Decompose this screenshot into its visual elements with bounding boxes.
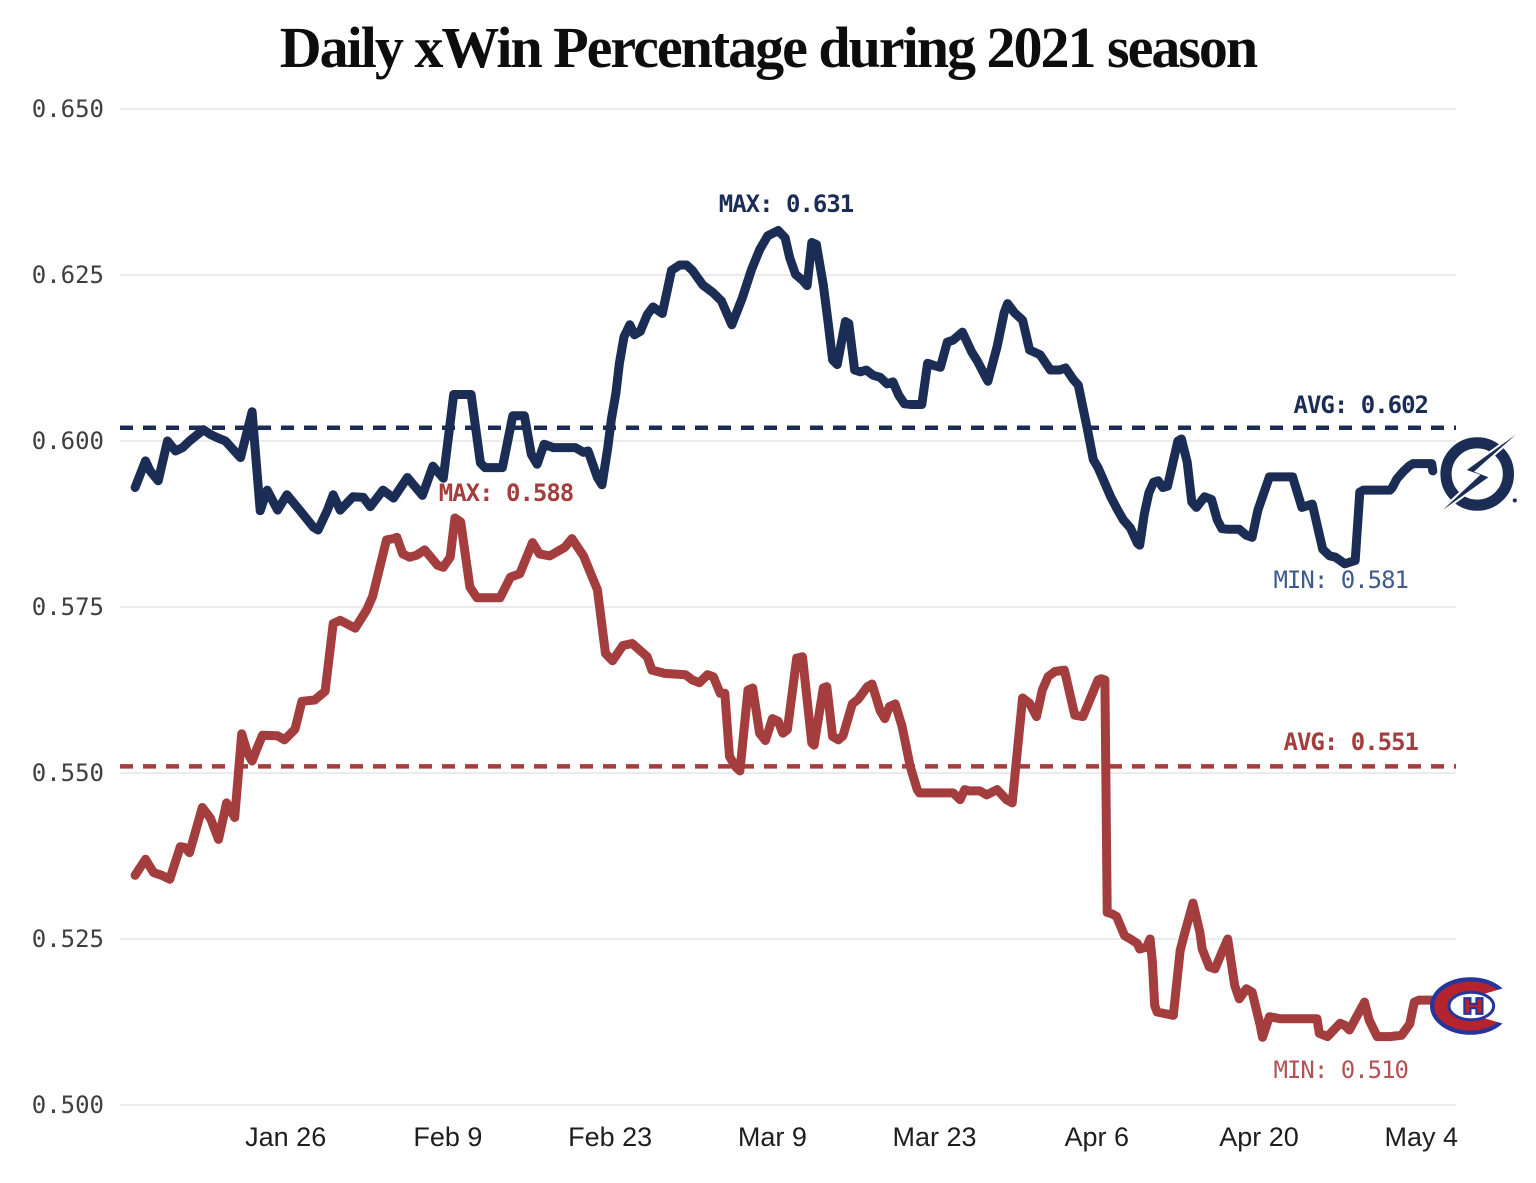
y-tick-label: 0.525 xyxy=(31,925,104,953)
navy-avg-annotation: AVG: 0.602 xyxy=(1293,391,1430,419)
y-tick-label: 0.575 xyxy=(31,593,104,621)
line-chart xyxy=(120,108,1456,1106)
x-tick-label: Feb 9 xyxy=(413,1122,483,1152)
navy-min-annotation: MIN: 0.581 xyxy=(1273,566,1410,594)
red-avg-annotation: AVG: 0.551 xyxy=(1283,728,1420,756)
x-tick-label: Mar 23 xyxy=(892,1122,977,1152)
x-tick-label: Apr 6 xyxy=(1064,1122,1130,1152)
y-tick-label: 0.650 xyxy=(31,95,104,123)
x-tick-label: May 4 xyxy=(1384,1122,1458,1152)
page-title: Daily xWin Percentage during 2021 season xyxy=(279,15,1258,80)
y-tick-label: 0.500 xyxy=(31,1091,104,1119)
x-tick-label: Jan 26 xyxy=(245,1122,327,1152)
red-max-annotation: MAX: 0.588 xyxy=(438,479,575,507)
canadiens-h-glyph xyxy=(1463,997,1484,1015)
y-tick-label: 0.550 xyxy=(31,759,104,787)
y-tick-label: 0.600 xyxy=(31,427,104,455)
plot-area xyxy=(120,103,1456,1111)
navy-max-annotation: MAX: 0.631 xyxy=(718,190,855,218)
y-tick-label: 0.625 xyxy=(31,261,104,289)
registered-mark-dot xyxy=(1512,498,1517,503)
x-tick-label: Mar 9 xyxy=(737,1122,807,1152)
canadiens-team-logo xyxy=(1430,977,1516,1035)
series-line xyxy=(130,226,1438,569)
lightning-team-logo xyxy=(1440,434,1518,512)
red-min-annotation: MIN: 0.510 xyxy=(1273,1056,1410,1084)
x-tick-label: Feb 23 xyxy=(568,1122,653,1152)
x-tick-label: Apr 20 xyxy=(1219,1122,1299,1152)
series-line xyxy=(130,513,1438,1042)
